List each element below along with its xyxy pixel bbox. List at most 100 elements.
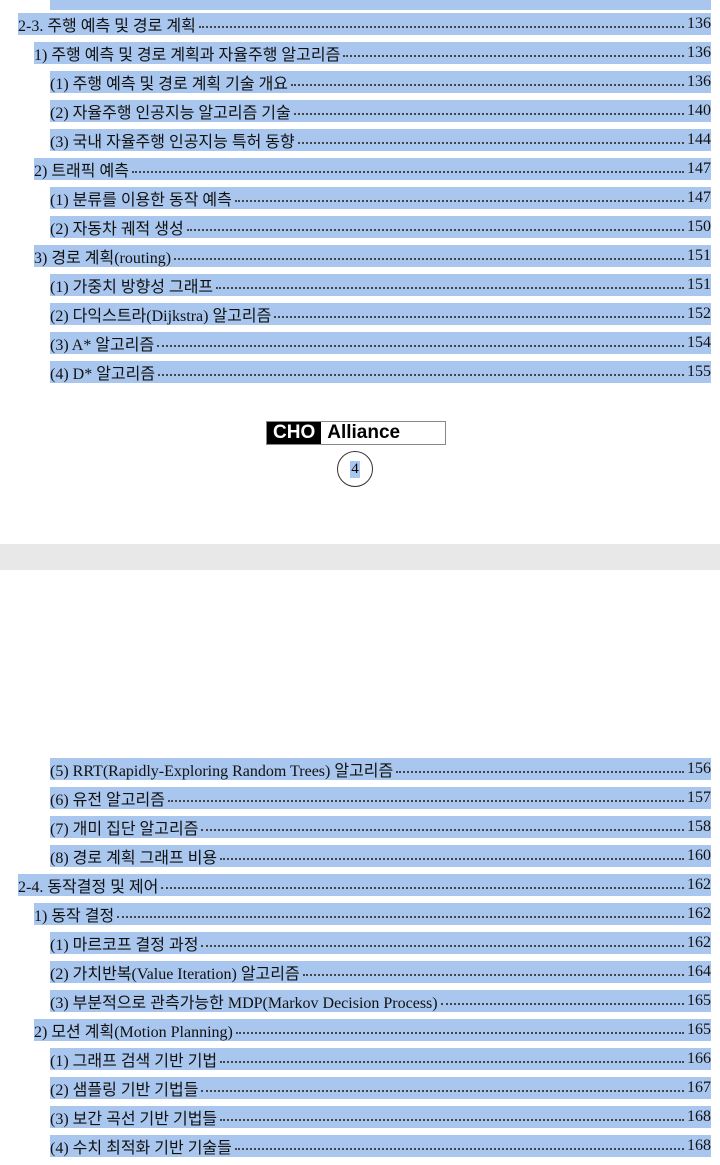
entry-page: 168	[687, 1137, 711, 1154]
entry-label: (2) 다익스트라(Dijkstra) 알고리즘	[50, 308, 272, 325]
entry-page: 147	[687, 160, 711, 177]
toc-entry: 1) 동작 결정 162	[34, 903, 711, 925]
entry-label: (8) 경로 계획 그래프 비용	[50, 850, 218, 867]
toc-entry: (1) 분류를 이용한 동작 예측 147	[50, 187, 711, 209]
entry-label: (5) RRT(Rapidly-Exploring Random Trees) …	[50, 763, 394, 780]
toc-entry: (1) 그래프 검색 기반 기법 166	[50, 1048, 711, 1070]
toc-entry: (2) 자율주행 인공지능 알고리즘 기술 140	[50, 100, 711, 122]
entry-page: 158	[687, 818, 711, 835]
entry-page: 162	[687, 934, 711, 951]
dot-leader	[167, 800, 684, 802]
dot-leader	[158, 374, 684, 376]
entry-label: 1) 주행 예측 및 경로 계획과 자율주행 알고리즘	[34, 47, 341, 64]
dot-leader	[174, 258, 684, 260]
dot-leader	[201, 945, 684, 947]
dot-leader	[440, 1003, 684, 1005]
cut-off-row	[50, 0, 711, 10]
dot-leader	[157, 345, 684, 347]
dot-leader	[216, 287, 684, 289]
toc-entry: (3) 국내 자율주행 인공지능 특허 동향 144	[50, 129, 711, 151]
entry-label: (2) 가치반복(Value Iteration) 알고리즘	[50, 966, 300, 983]
entry-label: (7) 개미 집단 알고리즘	[50, 821, 199, 838]
dot-leader	[302, 974, 684, 976]
toc-entry: (2) 다익스트라(Dijkstra) 알고리즘 152	[50, 303, 711, 325]
dot-leader	[201, 1090, 684, 1092]
entry-page: 155	[687, 363, 711, 380]
toc-entry: (8) 경로 계획 그래프 비용 160	[50, 845, 711, 867]
dot-leader	[198, 26, 684, 28]
toc-entry: 2-4. 동작결정 및 제어 162	[18, 874, 711, 896]
entry-page: 144	[687, 131, 711, 148]
dot-leader	[220, 1119, 684, 1121]
entry-label: (1) 그래프 검색 기반 기법	[50, 1053, 218, 1070]
entry-label: 2) 트래픽 예측	[34, 163, 129, 180]
dot-leader	[220, 1061, 684, 1063]
entry-page: 147	[687, 189, 711, 206]
dot-leader	[343, 55, 684, 57]
toc-entry: 2-3. 주행 예측 및 경로 계획 136	[18, 13, 711, 35]
toc-entry: (3) 부분적으로 관측가능한 MDP(Markov Decision Proc…	[50, 990, 711, 1012]
dot-leader	[131, 171, 684, 173]
entry-label: (3) A* 알고리즘	[50, 337, 155, 354]
entry-page: 156	[687, 760, 711, 777]
entry-label: (2) 샘플링 기반 기법들	[50, 1082, 199, 1099]
toc-entry: (3) 보간 곡선 기반 기법들 168	[50, 1106, 711, 1128]
entry-page: 136	[687, 73, 711, 90]
page-separator	[0, 544, 720, 570]
toc-entry: (2) 샘플링 기반 기법들 167	[50, 1077, 711, 1099]
entry-label: 2) 모션 계획(Motion Planning)	[34, 1024, 233, 1041]
toc-entry: 2) 트래픽 예측 147	[34, 158, 711, 180]
entry-page: 151	[687, 276, 711, 293]
entry-label: (3) 보간 곡선 기반 기법들	[50, 1111, 218, 1128]
dot-leader	[274, 316, 684, 318]
logo-right: Alliance	[327, 422, 401, 443]
toc-entry: (4) D* 알고리즘 155	[50, 361, 711, 383]
toc-entry: (1) 마르코프 결정 과정 162	[50, 932, 711, 954]
dot-leader	[293, 113, 684, 115]
toc-entry: (6) 유전 알고리즘 157	[50, 787, 711, 809]
toc-entry: (2) 가치반복(Value Iteration) 알고리즘 164	[50, 961, 711, 983]
entry-label: (4) 수치 최적화 기반 기술들	[50, 1140, 232, 1157]
entry-page: 166	[687, 1050, 711, 1067]
entry-label: (2) 자율주행 인공지능 알고리즘 기술	[50, 105, 291, 122]
entry-label: (2) 자동차 궤적 생성	[50, 221, 184, 238]
toc-entry: 1) 주행 예측 및 경로 계획과 자율주행 알고리즘 136	[34, 42, 711, 64]
dot-leader	[234, 1148, 684, 1150]
toc-entry: (5) RRT(Rapidly-Exploring Random Trees) …	[50, 758, 711, 780]
entry-page: 164	[687, 963, 711, 980]
dot-leader	[396, 771, 684, 773]
toc-entry: (3) A* 알고리즘 154	[50, 332, 711, 354]
entry-page: 162	[687, 876, 711, 893]
entry-label: 1) 동작 결정	[34, 908, 115, 925]
entry-page: 160	[687, 847, 711, 864]
entry-page: 136	[687, 15, 711, 32]
toc-entry: (4) 수치 최적화 기반 기술들 168	[50, 1135, 711, 1157]
toc-entry: (1) 주행 예측 및 경로 계획 기술 개요 136	[50, 71, 711, 93]
dot-leader	[235, 1032, 684, 1034]
dot-leader	[297, 142, 684, 144]
dot-leader	[234, 200, 684, 202]
entry-page: 167	[687, 1079, 711, 1096]
toc-entry: (1) 가중치 방향성 그래프 151	[50, 274, 711, 296]
dot-leader	[161, 887, 684, 889]
toc-entry: (7) 개미 집단 알고리즘 158	[50, 816, 711, 838]
toc-entry: (2) 자동차 궤적 생성 150	[50, 216, 711, 238]
entry-page: 140	[687, 102, 711, 119]
entry-label: 3) 경로 계획(routing)	[34, 250, 172, 267]
entry-label: 2-3. 주행 예측 및 경로 계획	[18, 18, 196, 35]
entry-label: (4) D* 알고리즘	[50, 366, 156, 383]
logo: CHO Alliance	[266, 421, 446, 445]
entry-page: 151	[687, 247, 711, 264]
toc-entry: 2) 모션 계획(Motion Planning) 165	[34, 1019, 711, 1041]
entry-page: 162	[687, 905, 711, 922]
entry-label: 2-4. 동작결정 및 제어	[18, 879, 159, 896]
page-number-text: 4	[350, 460, 360, 478]
entry-label: (3) 부분적으로 관측가능한 MDP(Markov Decision Proc…	[50, 995, 438, 1012]
dot-leader	[186, 229, 684, 231]
entry-label: (6) 유전 알고리즘	[50, 792, 165, 809]
entry-page: 168	[687, 1108, 711, 1125]
entry-label: (1) 주행 예측 및 경로 계획 기술 개요	[50, 76, 289, 93]
entry-label: (1) 가중치 방향성 그래프	[50, 279, 214, 296]
toc-entry: 3) 경로 계획(routing) 151	[34, 245, 711, 267]
